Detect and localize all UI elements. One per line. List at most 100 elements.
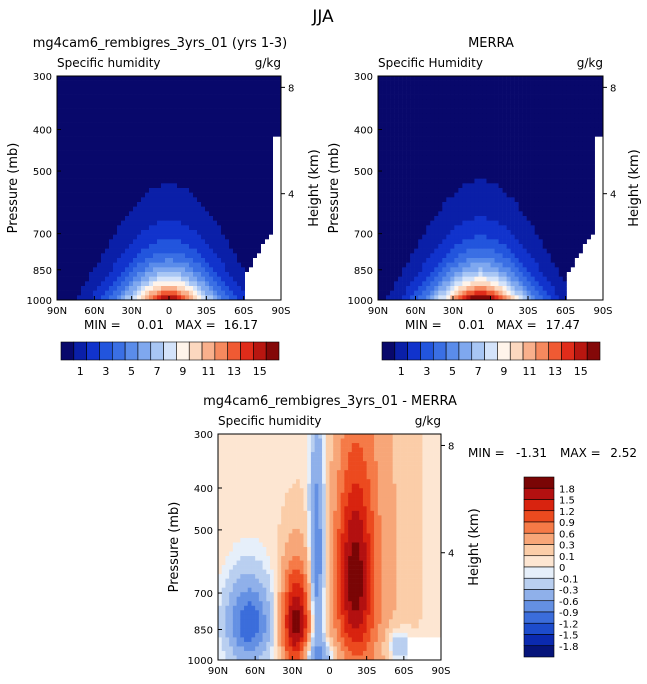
- field-cell: [149, 206, 154, 212]
- field-cell: [97, 295, 102, 301]
- field-cell: [93, 202, 98, 207]
- field-cell: [558, 178, 564, 184]
- field-cell: [277, 99, 282, 105]
- masked-cell: [277, 230, 282, 235]
- field-cell: [490, 76, 495, 81]
- plot-frame: [56, 75, 282, 301]
- field-cell: [93, 286, 98, 291]
- field-cell: [221, 253, 226, 259]
- field-cell: [81, 272, 86, 277]
- field-cell: [141, 206, 146, 212]
- field-cell: [530, 136, 535, 142]
- field-cell: [225, 286, 230, 291]
- field-cell: [390, 150, 395, 156]
- field-cell: [157, 211, 162, 217]
- field-cell: [394, 286, 399, 291]
- field-cell: [482, 132, 487, 137]
- field-cell: [462, 132, 467, 137]
- field-cell: [382, 197, 387, 203]
- field-cell: [458, 80, 463, 86]
- field-cell: [522, 85, 527, 91]
- field-cell: [165, 197, 170, 203]
- field-cell: [177, 295, 182, 301]
- field-cell: [133, 80, 138, 86]
- field-cell: [450, 169, 455, 175]
- field-cell: [470, 244, 475, 249]
- field-cell: [478, 197, 483, 203]
- field-cell: [141, 192, 146, 198]
- field-cell: [165, 178, 170, 184]
- field-cell: [526, 160, 531, 165]
- field-cell: [558, 80, 564, 86]
- field-cell: [558, 262, 564, 268]
- field-cell: [85, 118, 90, 123]
- field-cell: [165, 258, 170, 263]
- field-cell: [410, 267, 415, 273]
- field-cell: [125, 239, 130, 245]
- field-cell: [530, 90, 535, 95]
- field-cell: [458, 164, 463, 170]
- field-cell: [454, 267, 459, 273]
- field-cell: [486, 253, 491, 259]
- field-cell: [430, 281, 435, 287]
- field-cell: [77, 290, 82, 296]
- field-cell: [398, 169, 403, 175]
- masked-cell: [277, 239, 282, 245]
- masked-cell: [273, 216, 278, 221]
- field-cell: [189, 202, 194, 207]
- field-cell: [141, 132, 146, 137]
- field-cell: [217, 141, 222, 147]
- field-cell: [406, 160, 411, 165]
- field-cell: [117, 230, 122, 235]
- field-cell: [221, 90, 226, 95]
- masked-cell: [273, 220, 278, 226]
- field-cell: [173, 160, 178, 165]
- field-cell: [530, 122, 535, 128]
- field-cell: [454, 99, 459, 105]
- field-cell: [382, 188, 387, 193]
- field-cell: [265, 80, 270, 86]
- field-cell: [534, 99, 540, 105]
- field-cell: [209, 262, 214, 268]
- field-cell: [57, 253, 62, 259]
- field-cell: [558, 146, 564, 151]
- field-cell: [398, 244, 403, 249]
- field-cell: [386, 267, 391, 273]
- field-cell: [93, 253, 98, 259]
- field-cell: [510, 122, 515, 128]
- field-cell: [173, 127, 178, 133]
- field-cell: [201, 281, 206, 287]
- field-cell: [386, 136, 391, 142]
- field-cell: [61, 220, 66, 226]
- field-cell: [245, 234, 250, 240]
- field-cell: [121, 99, 126, 105]
- field-cell: [233, 295, 238, 301]
- field-cell: [221, 108, 226, 114]
- field-cell: [189, 76, 194, 81]
- field-cell: [470, 267, 475, 273]
- field-cell: [269, 127, 274, 133]
- field-cell: [506, 248, 511, 254]
- field-cell: [141, 267, 146, 273]
- field-cell: [221, 192, 226, 198]
- field-cell: [494, 286, 499, 291]
- field-cell: [101, 267, 106, 273]
- field-cell: [173, 248, 178, 254]
- field-cell: [101, 90, 106, 95]
- field-cell: [217, 216, 222, 221]
- field-cell: [105, 220, 110, 226]
- field-cell: [277, 104, 282, 109]
- field-cell: [478, 122, 483, 128]
- field-cell: [546, 122, 552, 128]
- field-cell: [414, 169, 419, 175]
- field-cell: [101, 290, 106, 296]
- field-cell: [542, 286, 548, 291]
- field-cell: [454, 258, 459, 263]
- field-cell: [390, 108, 395, 114]
- field-cell: [197, 90, 202, 95]
- field-cell: [61, 76, 66, 81]
- field-cell: [502, 155, 507, 161]
- field-cell: [514, 178, 519, 184]
- field-cell: [502, 225, 507, 231]
- field-cell: [462, 80, 467, 86]
